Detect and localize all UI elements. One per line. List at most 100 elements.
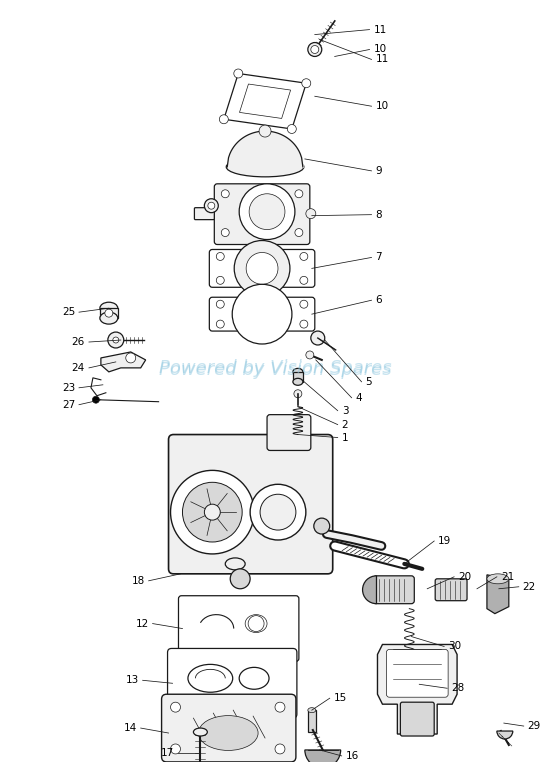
Ellipse shape [188,665,233,692]
Ellipse shape [198,716,258,750]
Circle shape [126,353,136,363]
Text: 6: 6 [375,295,382,306]
Ellipse shape [293,378,303,385]
Circle shape [113,337,119,343]
FancyBboxPatch shape [169,435,333,574]
Circle shape [222,189,229,198]
Text: 24: 24 [72,363,85,373]
Ellipse shape [293,368,303,375]
Text: Powered by Vision Spares: Powered by Vision Spares [159,361,391,379]
Circle shape [314,518,329,534]
Text: 3: 3 [342,406,348,416]
Circle shape [204,504,220,520]
Circle shape [208,202,215,209]
Bar [308,711,316,732]
Circle shape [300,300,308,308]
Circle shape [230,569,250,589]
Text: 29: 29 [528,721,541,731]
FancyBboxPatch shape [374,576,414,604]
Circle shape [259,125,271,137]
Circle shape [306,209,316,219]
Text: 27: 27 [62,400,75,410]
Circle shape [239,184,295,240]
Circle shape [105,309,113,317]
Text: 9: 9 [375,166,382,176]
Polygon shape [224,73,306,129]
Circle shape [217,252,224,261]
Polygon shape [377,645,457,734]
Text: 19: 19 [438,536,451,546]
Ellipse shape [308,707,316,713]
Text: 8: 8 [375,209,382,220]
Circle shape [311,331,325,345]
FancyBboxPatch shape [195,208,214,219]
Circle shape [108,332,124,348]
Circle shape [234,69,243,78]
Circle shape [217,320,224,328]
Circle shape [217,300,224,308]
Circle shape [287,125,296,134]
Ellipse shape [239,668,269,689]
Circle shape [295,189,303,198]
FancyBboxPatch shape [168,649,297,718]
Ellipse shape [226,157,304,176]
FancyBboxPatch shape [386,649,448,698]
Text: 10: 10 [374,44,387,54]
Circle shape [234,241,290,296]
Text: 22: 22 [523,581,536,592]
FancyBboxPatch shape [214,184,310,244]
Circle shape [306,351,314,359]
Bar [293,372,303,382]
Text: 20: 20 [458,571,471,582]
Ellipse shape [100,303,118,314]
Ellipse shape [225,558,245,570]
Wedge shape [305,750,341,764]
FancyBboxPatch shape [435,579,467,601]
Circle shape [275,744,285,754]
Circle shape [232,284,292,344]
Circle shape [250,484,306,540]
Wedge shape [363,576,376,604]
Circle shape [300,252,308,261]
Circle shape [275,702,285,712]
Bar [100,308,118,318]
Circle shape [300,320,308,328]
Text: Powered by Vision Spares: Powered by Vision Spares [159,359,391,377]
Text: 17: 17 [161,748,175,758]
Circle shape [302,79,311,88]
Text: 13: 13 [126,675,139,685]
Text: 21: 21 [501,571,514,582]
Circle shape [219,115,228,124]
Circle shape [249,194,285,229]
Circle shape [170,744,181,754]
Circle shape [222,228,229,237]
Circle shape [204,199,218,212]
Text: 30: 30 [448,642,461,652]
Circle shape [170,702,181,712]
Text: 7: 7 [375,252,382,263]
Text: 23: 23 [62,383,75,393]
Circle shape [308,43,322,57]
Circle shape [182,482,242,542]
Circle shape [93,397,99,403]
Circle shape [295,228,303,237]
Ellipse shape [487,574,509,584]
Circle shape [217,277,224,284]
Circle shape [260,494,296,530]
FancyBboxPatch shape [161,694,296,762]
Text: 2: 2 [342,419,348,429]
Circle shape [294,390,302,398]
Circle shape [311,46,319,53]
Text: 12: 12 [136,619,149,629]
Ellipse shape [245,614,267,633]
Circle shape [300,277,308,284]
Text: 11: 11 [375,54,389,64]
Text: 15: 15 [334,693,347,703]
FancyBboxPatch shape [401,702,434,736]
Text: 16: 16 [345,751,359,761]
Polygon shape [101,352,145,372]
Text: 18: 18 [131,576,145,586]
Polygon shape [240,84,290,118]
Polygon shape [487,575,509,613]
FancyBboxPatch shape [179,596,299,662]
